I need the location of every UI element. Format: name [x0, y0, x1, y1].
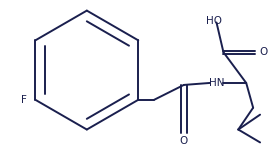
Text: O: O: [180, 136, 188, 146]
Text: O: O: [259, 47, 267, 57]
Text: HO: HO: [206, 16, 222, 26]
Text: HN: HN: [209, 78, 224, 88]
Text: F: F: [22, 95, 27, 105]
